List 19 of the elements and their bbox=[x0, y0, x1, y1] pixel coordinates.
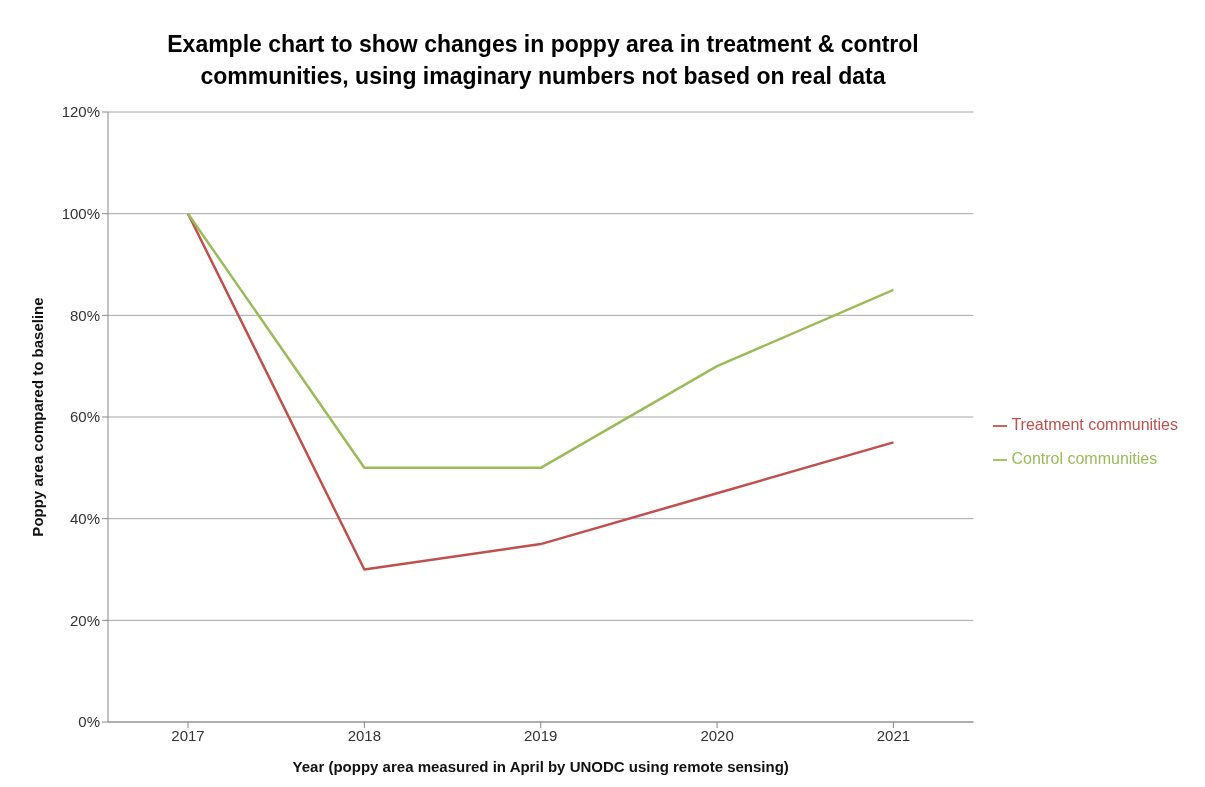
y-tick-label: 60% bbox=[69, 408, 100, 426]
y-tick-label: 100% bbox=[61, 204, 100, 222]
x-tick-label: 2021 bbox=[876, 726, 911, 744]
y-tick-label: 0% bbox=[78, 713, 100, 731]
x-tick-label: 2018 bbox=[347, 726, 382, 744]
legend-label: Control communities bbox=[1011, 450, 1158, 467]
y-axis-title: Poppy area compared to baseline bbox=[29, 297, 47, 537]
y-tick-label: 40% bbox=[69, 509, 100, 527]
x-tick-label: 2020 bbox=[700, 726, 734, 744]
x-tick-label: 2017 bbox=[171, 726, 205, 744]
line-series bbox=[186, 212, 895, 571]
x-tick-label: 2019 bbox=[524, 726, 558, 744]
legend-label: Treatment communities bbox=[1011, 416, 1178, 433]
chart-title: Example chart to show changes in poppy area in treatment & control communities, using imaginary numbers not based on real data bbox=[166, 30, 920, 91]
y-tick-label: 80% bbox=[69, 306, 100, 324]
x-axis-title: Year (poppy area measured in April by UNODC using remote sensing) bbox=[292, 758, 789, 775]
y-tick-label: 20% bbox=[69, 611, 100, 629]
y-tick-label: 120% bbox=[61, 103, 100, 121]
line-series bbox=[186, 212, 895, 470]
